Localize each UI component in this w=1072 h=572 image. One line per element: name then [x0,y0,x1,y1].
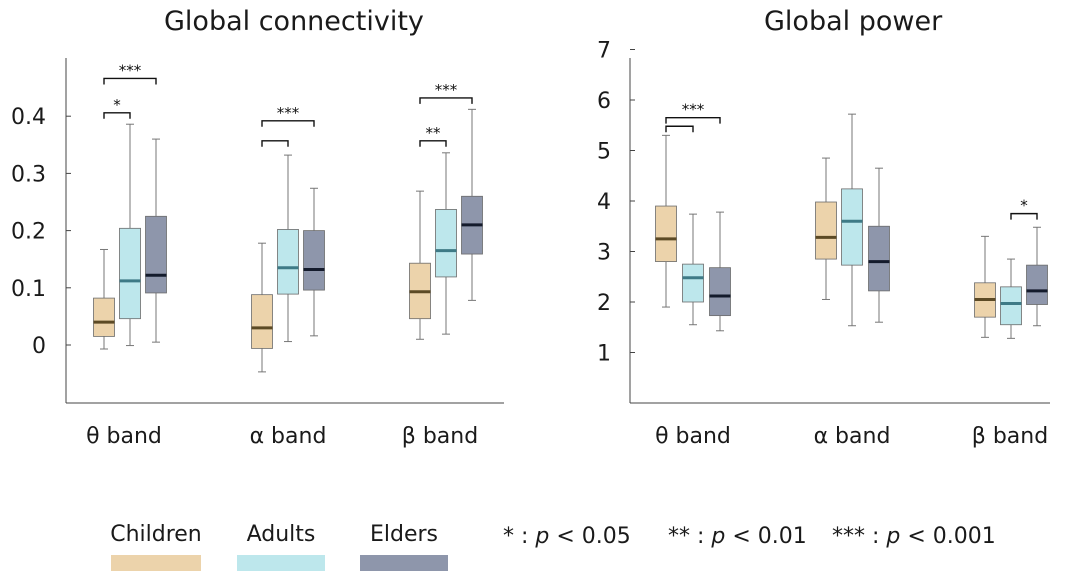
connectivity-box-elders [145,138,167,343]
box-iqr [1000,286,1022,326]
connectivity-significance-bracket: *** [419,81,473,104]
connectivity-box-children [409,190,431,340]
box-iqr [841,188,863,266]
box-iqr [303,230,325,291]
connectivity-box-children [93,248,115,350]
legend-adults: Adults [236,522,326,571]
connectivity-significance-bracket: *** [261,104,315,127]
legend-adults-swatch [237,555,325,571]
connectivity-box-children [251,242,273,373]
box-iqr [1026,264,1048,305]
bracket-line [103,77,157,85]
power-box-children [974,235,996,338]
box-iqr [251,294,273,349]
connectivity-y-tick-label: 0.1 [11,277,46,302]
significance-stars: * [1020,197,1028,215]
significance-note-3: *** : p < 0.001 [832,524,996,549]
connectivity-box-adults [435,152,457,335]
significance-stars: *** [277,104,300,122]
connectivity-category-label: θ band [86,424,162,449]
box-iqr [868,225,890,292]
connectivity-y-tick-label: 0.3 [11,162,46,187]
box-iqr [145,215,167,294]
power-title: Global power [764,6,943,37]
connectivity-box-elders [303,187,325,337]
bracket-line [419,97,473,104]
power-y-tick-label: 2 [597,291,611,316]
power-box-adults [682,213,704,326]
connectivity-y-tick-label: 0.4 [11,105,46,130]
power-box-adults [841,113,863,327]
power-box-children [815,157,837,300]
bracket-line [103,112,131,119]
connectivity-box-adults [277,154,299,343]
power-box-adults [1000,258,1022,339]
power-significance-bracket: * [1010,197,1038,220]
box-iqr [119,227,141,320]
power-significance-bracket [665,125,694,133]
connectivity-box-adults [119,123,141,347]
connectivity-significance-bracket: * [103,96,131,119]
legend-elders-label: Elders [369,522,439,547]
significance-note-2: ** : p < 0.01 [668,524,807,549]
box-iqr [93,297,115,337]
significance-stars: *** [119,61,142,79]
connectivity-panel: 00.10.20.30.4θ band α band β band*********… [11,58,504,449]
significance-stars: ** [426,124,442,142]
legend-children-label: Children [110,522,202,547]
bracket-line [419,140,447,147]
box-iqr [277,229,299,295]
connectivity-significance-bracket [261,140,289,147]
power-box-elders [709,211,731,332]
power-y-tick-label: 6 [597,89,611,114]
box-iqr [709,267,731,317]
connectivity-title: Global connectivity [164,6,424,37]
power-y-tick-label: 7 [597,39,611,64]
connectivity-y-tick-label: 0 [32,334,46,359]
legend-children: Children [108,522,204,571]
legend-elders-swatch [360,555,448,571]
power-y-tick-label: 4 [597,190,611,215]
significance-stars: *** [435,81,458,99]
box-iqr [435,209,457,278]
connectivity-category-label: α band [250,424,327,449]
power-category-label: α band [814,424,891,449]
power-y-tick-label: 1 [597,342,611,367]
bracket-line [261,140,289,147]
bracket-line [1010,212,1038,220]
box-iqr [815,201,837,260]
bracket-line [665,116,721,124]
power-y-tick-label: 5 [597,140,611,165]
power-category-label: β band [972,424,1048,449]
connectivity-category-label: β band [402,424,478,449]
power-significance-bracket: *** [665,101,721,124]
legend-elders: Elders [358,522,450,571]
legend-adults-label: Adults [246,522,316,547]
significance-note-1: * : p < 0.05 [503,524,631,549]
legend-children-swatch [111,555,201,571]
power-box-children [655,134,677,308]
power-box-elders [868,167,890,323]
power-y-tick-label: 3 [597,241,611,266]
bracket-line [261,120,315,127]
power-box-elders [1026,226,1048,327]
connectivity-box-elders [461,108,483,301]
box-iqr [655,205,677,263]
connectivity-significance-bracket: *** [103,61,157,85]
significance-stars: *** [682,101,705,119]
connectivity-significance-bracket: ** [419,124,447,147]
bracket-line [665,125,694,133]
power-category-label: θ band [655,424,731,449]
significance-stars: * [113,96,121,114]
connectivity-y-tick-label: 0.2 [11,220,46,245]
box-iqr [682,263,704,303]
